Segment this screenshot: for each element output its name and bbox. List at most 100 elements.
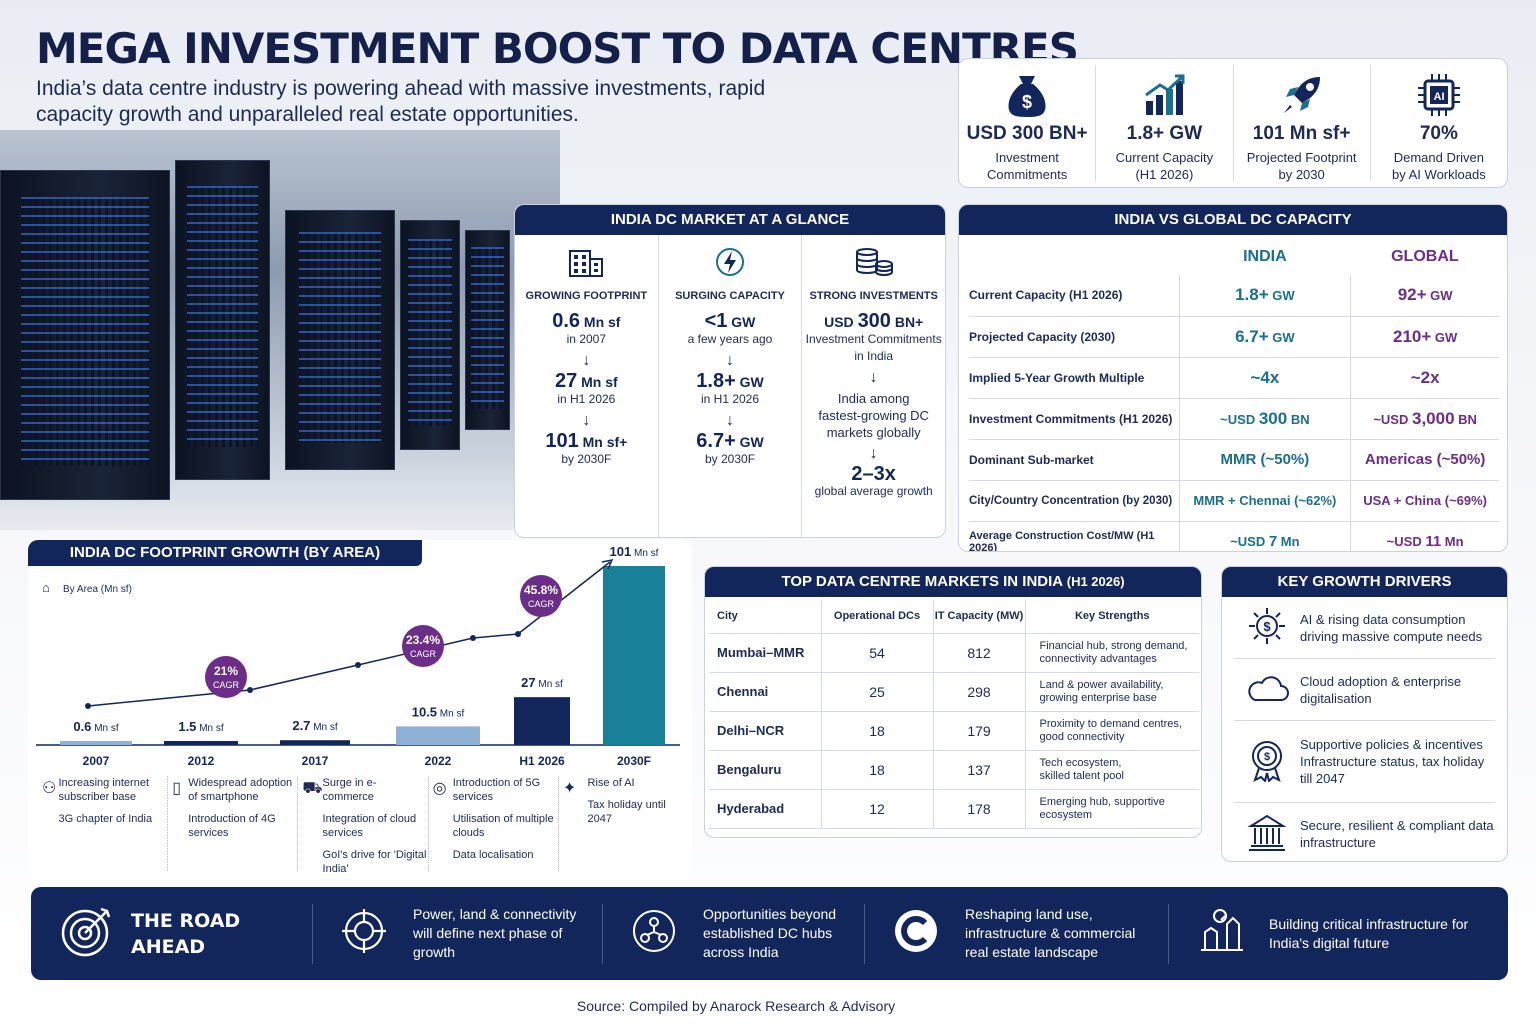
- money-bag-icon: $: [959, 69, 1095, 121]
- vs-global-cell: ~2x: [1350, 357, 1499, 399]
- glance-unit: BN+: [890, 314, 924, 330]
- kpi-capacity: 1.8+ GW Current Capacity (H1 2026): [1096, 65, 1234, 182]
- bar-unit: Mn sf: [310, 722, 337, 733]
- glance-caption: in 2007: [566, 332, 607, 346]
- kpi-label: Investment: [995, 150, 1059, 165]
- cloud-icon: [1234, 672, 1300, 708]
- server-room-image: [0, 130, 560, 530]
- bar-value-label: 101 Mn sf: [610, 544, 659, 559]
- bar-value: 0.6: [73, 719, 91, 734]
- cagr-badge: 45.8% CAGR: [520, 575, 562, 617]
- kpi-ai-demand: AI 70% Demand Driven by AI Workloads: [1371, 65, 1507, 182]
- kpi-label: Projected Footprint: [1246, 150, 1357, 165]
- glance-caption: in India: [854, 349, 894, 363]
- event-text: Increasing internet subscriber base: [58, 777, 150, 803]
- vs-global-value: 3,000: [1411, 408, 1455, 428]
- road-ahead-heading: THE ROAD AHEAD: [31, 903, 313, 964]
- strength-line: ecosystem: [1039, 808, 1093, 821]
- footprint-bar-chart: ⌂ By Area (Mn sf) 0.6 Mn sf 2007 1.5 Mn sf 20…: [36, 544, 680, 768]
- cagr-value: 45.8%: [524, 583, 558, 597]
- driver-text: Secure, resilient & compliant data infra…: [1300, 818, 1494, 850]
- glance-value: 300: [857, 310, 891, 332]
- market-city: Mumbai–MMR: [709, 633, 821, 673]
- growth-drivers-panel: KEY GROWTH DRIVERS $ AI & rising data con…: [1221, 566, 1508, 862]
- vs-global-value: 92+: [1397, 285, 1427, 305]
- bar-value: 2.7: [292, 718, 310, 733]
- bar: [603, 566, 665, 745]
- market-mw: 178: [932, 789, 1025, 829]
- vs-global-cell: ~USD 11 Mn: [1350, 521, 1499, 551]
- kpi-label: Commitments: [987, 167, 1068, 182]
- top-markets-title-text: TOP DATA CENTRE MARKETS IN INDIA: [781, 573, 1064, 590]
- event-text: Integration of cloud services: [322, 813, 417, 839]
- table-row: Mumbai–MMR 54 812 Financial hub, strong dem…: [709, 633, 1199, 673]
- vs-row: Projected Capacity (2030) 6.7+ GW 210+ GW: [969, 316, 1499, 358]
- bar-unit: Mn sf: [631, 548, 658, 559]
- vs-india-cell: MMR + Chennai (~62%): [1178, 480, 1351, 522]
- vs-india-cell: MMR (~50%): [1178, 439, 1351, 481]
- x-tick-label: 2022: [425, 754, 452, 768]
- glance-caption: markets globally: [826, 425, 921, 440]
- x-tick-label: 2012: [188, 754, 215, 768]
- x-tick-label: 2030F: [617, 754, 651, 768]
- kpi-label: by AI Workloads: [1392, 167, 1486, 182]
- chart-legend: By Area (Mn sf): [63, 584, 132, 595]
- x-tick-label: 2007: [83, 754, 110, 768]
- vs-unit: BN: [1287, 411, 1310, 427]
- bar-unit: Mn sf: [196, 723, 223, 734]
- vs-unit: Mn: [1441, 534, 1464, 549]
- market-strengths: Proximity to demand centres, good connect…: [1024, 711, 1199, 751]
- glance-value: 27: [554, 370, 578, 392]
- top-markets-title: TOP DATA CENTRE MARKETS IN INDIA (H1 202…: [705, 567, 1201, 597]
- event-text: Tax holiday until 2047: [587, 799, 666, 825]
- ai-chip-icon: AI: [1371, 69, 1507, 121]
- arrow-down-icon: ↓: [726, 412, 734, 429]
- glance-unit: GW: [727, 314, 756, 330]
- location-pin-icon: ⌂: [42, 580, 50, 595]
- vs-global-value: ~2x: [1410, 367, 1440, 387]
- vs-unit: GW: [1268, 288, 1295, 304]
- vs-global-cell: 92+ GW: [1350, 275, 1499, 317]
- bar-value: 1.5: [178, 719, 196, 734]
- rocket-icon: [1234, 69, 1370, 121]
- vs-global-cell: 210+ GW: [1350, 316, 1499, 358]
- bar-value-label: 10.5 Mn sf: [412, 704, 465, 719]
- vs-row: City/Country Concentration (by 2030) MMR …: [969, 480, 1499, 522]
- glance-caption: a few years ago: [687, 332, 773, 346]
- vs-row-label: Dominant Sub-market: [969, 439, 1179, 481]
- table-row: Delhi–NCR 18 179 Proximity to demand centre…: [709, 711, 1199, 751]
- market-city: Bengaluru: [709, 750, 821, 790]
- vs-row-label: Implied 5-Year Growth Multiple: [969, 357, 1179, 399]
- driver-item: $ AI & rising data consumption driving ma…: [1234, 597, 1495, 659]
- market-dcs: 18: [820, 711, 933, 751]
- footprint-event: ⛟ Surge in e-commerce Integration of cloud…: [298, 776, 429, 875]
- market-strengths: Emerging hub, supportive ecosystem: [1024, 789, 1199, 829]
- lightning-icon: [659, 247, 802, 282]
- cagr-badge: 21% CAGR: [205, 656, 247, 698]
- page-title: MEGA INVESTMENT BOOST TO DATA CENTRES: [36, 24, 1079, 73]
- col-header-dcs: Operational DCs: [820, 599, 933, 634]
- kpi-strip: $ USD 300 BN+ Investment Commitments 1.8+…: [958, 58, 1508, 188]
- india-vs-global-panel: INDIA VS GLOBAL DC CAPACITY INDIA GLOBAL …: [958, 204, 1508, 552]
- driver-text: Cloud adoption & enterprise digitalisati…: [1300, 673, 1462, 706]
- glance-unit: Mn sf: [580, 314, 621, 330]
- cagr-label: CAGR: [528, 599, 555, 609]
- kpi-label: Demand Driven: [1393, 150, 1485, 165]
- glance-caption: fastest-growing DC: [818, 408, 929, 423]
- kpi-investment: $ USD 300 BN+ Investment Commitments: [959, 65, 1097, 182]
- market-strengths: Land & power availability, growing enterp…: [1024, 672, 1199, 712]
- vs-india-value: 1.8+: [1235, 285, 1269, 305]
- infrastructure-icon: [1197, 908, 1257, 959]
- cagr-badge: 23.4% CAGR: [402, 625, 444, 667]
- strength-line: Financial hub, strong demand,: [1039, 639, 1188, 652]
- footprint-events: ⚇ Increasing internet subscriber base 3G c…: [38, 776, 688, 875]
- driver-text: AI & rising data consumption driving mas…: [1300, 611, 1483, 644]
- top-markets-title-suffix: (H1 2026): [1063, 574, 1125, 589]
- vs-row: Dominant Sub-market MMR (~50%) Americas (~…: [969, 439, 1499, 481]
- table-row: Bengaluru 18 137 Tech ecosystem, skilled tal…: [709, 750, 1199, 790]
- glance-value: 0.6: [552, 310, 581, 332]
- ai-chip-text: AI: [1433, 91, 1444, 103]
- road-title-line2: AHEAD: [131, 935, 206, 958]
- shopping-cart-icon: ⛟: [302, 780, 323, 797]
- road-ahead-item: Power, land & connectivity will define n…: [313, 903, 603, 964]
